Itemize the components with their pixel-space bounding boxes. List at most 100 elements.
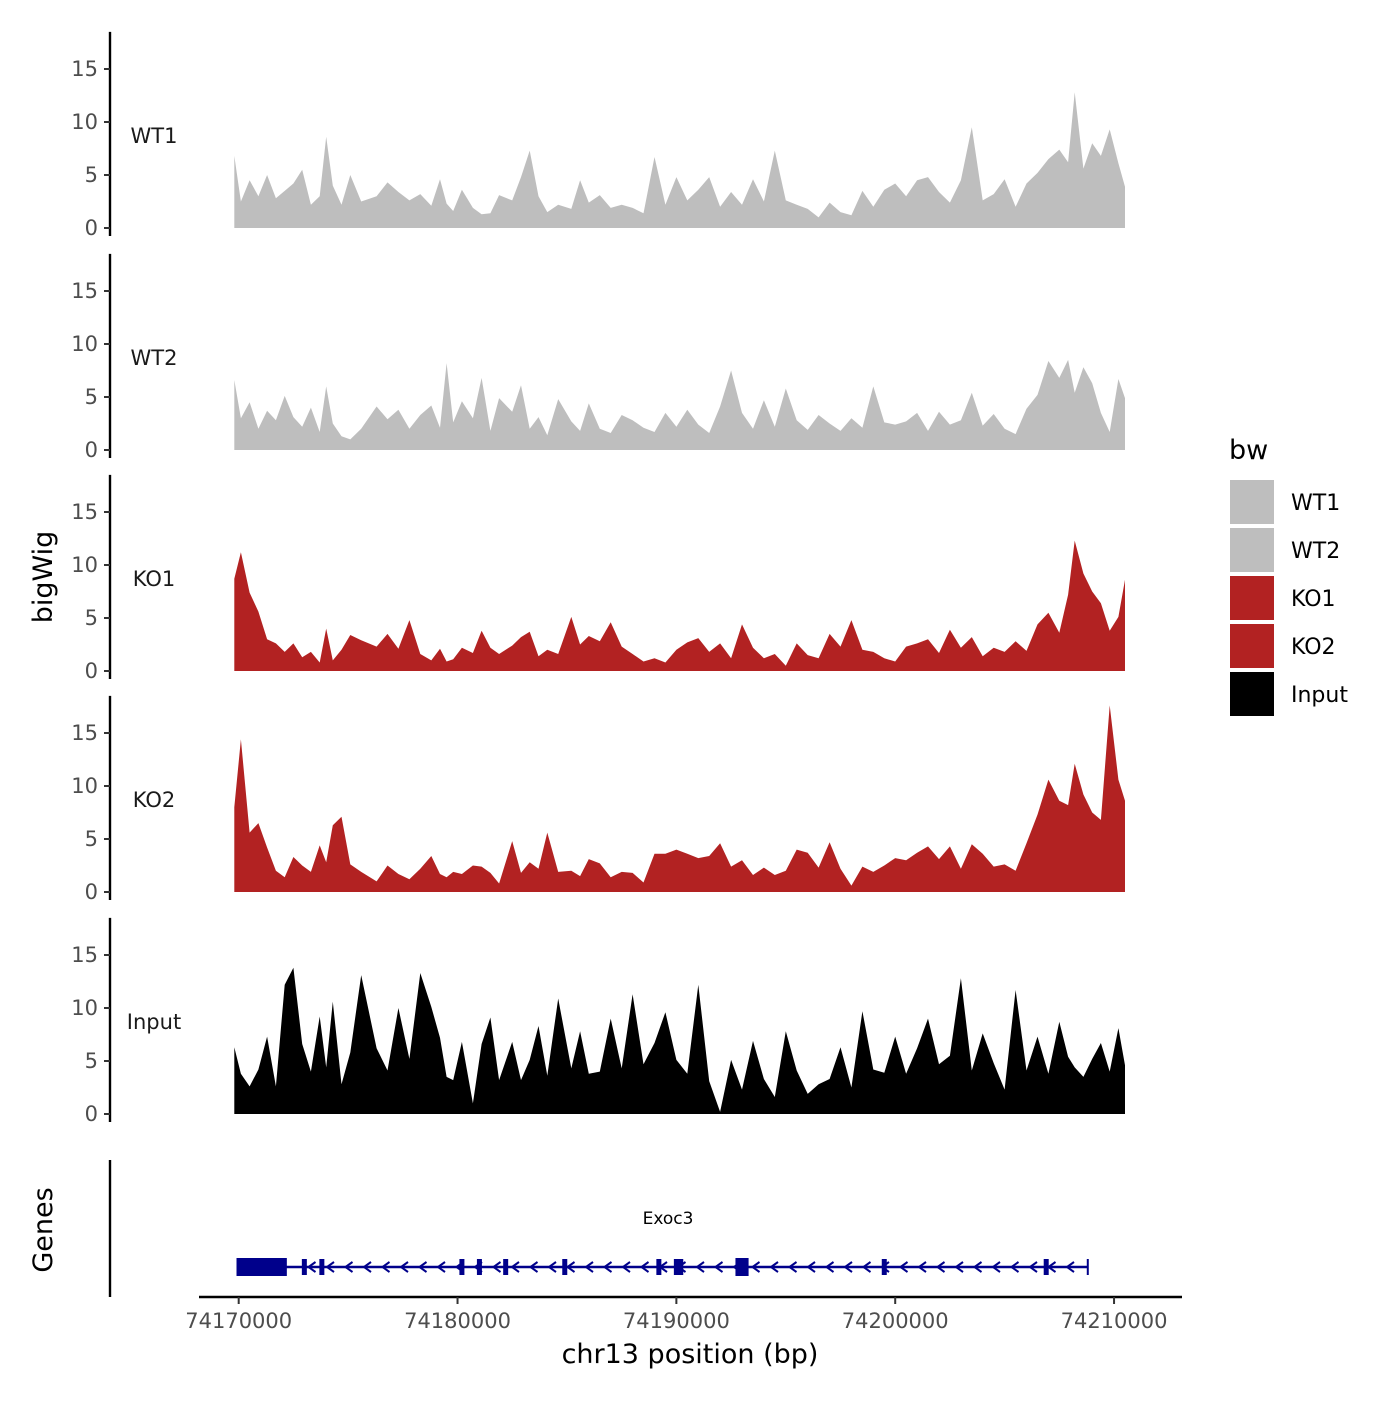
track-label: KO2: [133, 788, 176, 812]
track-label: WT1: [131, 124, 178, 148]
y-axis-title: bigWig: [28, 531, 59, 624]
strand-arrow: [436, 1261, 446, 1273]
gene-model: Exoc3: [236, 1209, 1089, 1276]
gene-exon: [1043, 1259, 1049, 1275]
y-tick-label: 10: [71, 110, 98, 134]
strand-arrow: [1009, 1261, 1020, 1273]
strand-arrow: [380, 1261, 391, 1273]
gene-exon: [673, 1259, 679, 1275]
track-label: KO1: [133, 567, 176, 591]
x-axis: 74170000 74180000 74190000 74200000 74210000: [185, 1295, 1182, 1333]
x-axis-title: chr13 position (bp): [562, 1339, 819, 1370]
strand-arrow: [362, 1261, 372, 1273]
strand-arrow: [861, 1261, 872, 1273]
strand-arrow: [417, 1261, 428, 1273]
track-panel-ko2: 0 5 10 15 KO2: [71, 695, 1126, 904]
gene-exon: [656, 1259, 662, 1275]
track-panels: 0 5 10 15 WT1 0 5 10 15 WT2 0 5 10 15 KO1 0 5 10 15 KO2 0 5 10…: [71, 31, 1126, 1126]
legend-key-wt1: [1230, 480, 1274, 524]
y-tick-label: 10: [71, 553, 98, 577]
legend-label: WT1: [1291, 491, 1340, 516]
y-tick-label: 15: [71, 57, 98, 81]
gene-exon: [319, 1259, 325, 1275]
y-tick-label: 15: [71, 500, 98, 524]
strand-arrow: [750, 1261, 761, 1273]
coverage-area-ko2: [234, 705, 1126, 892]
gene-exon: [503, 1259, 509, 1275]
strand-arrow: [806, 1261, 816, 1273]
y-tick-label: 0: [85, 438, 98, 462]
strand-arrow: [491, 1261, 502, 1273]
y-tick-label: 0: [85, 880, 98, 904]
coverage-area-ko1: [234, 540, 1126, 671]
y-tick-label: 5: [85, 1049, 98, 1073]
x-tick-label: 74170000: [185, 1309, 292, 1333]
gene-block: [735, 1258, 749, 1276]
strand-arrow: [824, 1261, 835, 1273]
strand-arrow: [898, 1261, 909, 1273]
y-tick-label: 0: [85, 1102, 98, 1126]
strand-arrow: [584, 1261, 594, 1273]
strand-arrow: [695, 1261, 705, 1273]
coverage-area-input: [234, 967, 1126, 1114]
y-tick-label: 5: [85, 827, 98, 851]
strand-arrow: [306, 1261, 317, 1273]
y-tick-label: 5: [85, 385, 98, 409]
track-panel-input: 0 5 10 15 Input: [71, 917, 1126, 1126]
y-tick-label: 5: [85, 163, 98, 187]
y-tick-label: 15: [71, 943, 98, 967]
gene-exon: [678, 1259, 684, 1275]
legend-label: KO1: [1291, 587, 1336, 612]
strand-arrow: [972, 1261, 983, 1273]
legend-title: bw: [1229, 435, 1268, 466]
legend-label: Input: [1291, 683, 1348, 708]
strand-arrow: [602, 1261, 613, 1273]
strand-arrow: [787, 1261, 798, 1273]
coverage-area-wt1: [234, 92, 1126, 228]
strand-arrow: [639, 1261, 650, 1273]
legend-key-ko1: [1230, 576, 1274, 620]
track-label: Input: [127, 1010, 181, 1034]
gene-block: [236, 1258, 287, 1276]
y-tick-label: 10: [71, 774, 98, 798]
y-tick-label: 0: [85, 216, 98, 240]
strand-arrow: [843, 1261, 853, 1273]
strand-arrow: [991, 1261, 1001, 1273]
strand-arrow: [565, 1261, 576, 1273]
y-tick-label: 15: [71, 721, 98, 745]
track-label: WT2: [131, 346, 178, 370]
legend-label: KO2: [1291, 635, 1336, 660]
legend: bw WT1 WT2 KO1 KO2 Input: [1229, 435, 1348, 716]
strand-arrow: [769, 1261, 779, 1273]
y-tick-label: 15: [71, 279, 98, 303]
genes-panel: Exoc3: [108, 1160, 1089, 1297]
strand-arrow: [917, 1261, 927, 1273]
x-tick-label: 74190000: [623, 1309, 730, 1333]
strand-arrow: [528, 1261, 539, 1273]
legend-key-input: [1230, 672, 1274, 716]
strand-arrow: [1065, 1261, 1075, 1273]
track-panel-ko1: 0 5 10 15 KO1: [71, 474, 1126, 683]
legend-key-ko2: [1230, 624, 1274, 668]
legend-key-wt2: [1230, 528, 1274, 572]
x-tick-label: 74210000: [1061, 1309, 1168, 1333]
genes-axis-title: Genes: [28, 1187, 59, 1272]
gene-exon: [459, 1259, 465, 1275]
strand-arrow: [1028, 1261, 1038, 1273]
gene-exon: [476, 1259, 482, 1275]
y-tick-label: 10: [71, 332, 98, 356]
strand-arrow: [547, 1261, 557, 1273]
gene-exon: [881, 1259, 887, 1275]
strand-arrow: [325, 1261, 335, 1273]
strand-arrow: [343, 1261, 354, 1273]
gene-exon: [562, 1259, 568, 1275]
legend-label: WT2: [1291, 539, 1340, 564]
strand-arrow: [954, 1261, 964, 1273]
y-tick-label: 10: [71, 996, 98, 1020]
strand-arrow: [713, 1261, 724, 1273]
gene-label: Exoc3: [643, 1209, 694, 1229]
strand-arrow: [399, 1261, 409, 1273]
x-tick-label: 74180000: [404, 1309, 511, 1333]
